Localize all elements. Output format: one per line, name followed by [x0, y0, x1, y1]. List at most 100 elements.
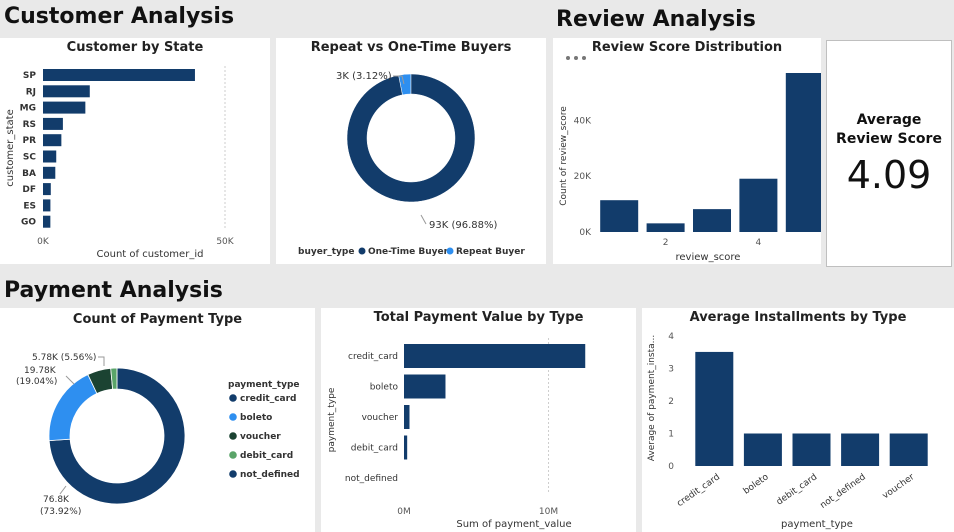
x-tick-2: 2 [663, 238, 669, 248]
bar-credit-card [695, 351, 734, 466]
x-axis-label: Count of customer_id [97, 249, 204, 260]
bar-rs [43, 117, 63, 130]
tick-label-not-defined: not_defined [345, 474, 398, 484]
legend-dot-credit-card [229, 394, 237, 402]
leader-voucher [98, 356, 105, 366]
tick-label-not-defined: not_defined [819, 472, 868, 511]
y-tick-2: 2 [668, 397, 674, 407]
y-tick-0: 0 [668, 462, 674, 472]
slice-label-credit-value: 76.8K [43, 495, 70, 505]
bar-score-4 [739, 178, 778, 232]
tick-label-voucher: voucher [362, 413, 399, 423]
x-axis-label: review_score [676, 252, 741, 263]
legend-boleto: boleto [240, 413, 272, 423]
repeat-buyers-panel[interactable]: Repeat vs One-Time Buyers 3K (3.12%) 93K … [276, 38, 546, 264]
legend-dot-boleto [229, 413, 237, 421]
tick-label-sp: SP [23, 71, 36, 81]
legend-not-defined: not_defined [240, 470, 300, 480]
bar-not-defined [841, 433, 880, 466]
y-axis-label: Average of payment_insta... [647, 335, 657, 461]
x-tick-1: 50K [216, 237, 234, 247]
slice-label-credit-percent: (73.92%) [40, 507, 81, 517]
slice-label-onetime: 93K (96.88%) [429, 220, 497, 231]
bar-sc [43, 150, 57, 163]
legend-title: buyer_type [298, 247, 354, 257]
legend-debit-card: debit_card [240, 451, 293, 461]
slice-debit-card [110, 367, 118, 390]
review-distribution-panel[interactable]: Review Score Distribution 0K 20K 40K 2 4 revi… [553, 38, 824, 264]
payment-value-title: Total Payment Value by Type [373, 310, 584, 325]
payment-count-panel[interactable]: Count of Payment Type 5.78K (5.56%) 19.78… [0, 308, 315, 532]
bar-score-1 [600, 200, 639, 232]
tick-label-mg: MG [20, 104, 36, 114]
slice-label-repeat: 3K (3.12%) [336, 71, 392, 82]
tick-label-debit-card: debit_card [351, 444, 398, 454]
tick-label-rs: RS [23, 120, 36, 130]
bar-pr [43, 134, 62, 147]
x-tick-0: 0K [37, 237, 50, 247]
repeat-buyers-title: Repeat vs One-Time Buyers [310, 40, 512, 55]
legend-dot-not-defined [229, 470, 237, 478]
x-tick-10M: 10M [539, 507, 558, 517]
legend-dot-onetime [358, 247, 366, 255]
average-review-value: 4.09 [846, 153, 932, 197]
y-tick-4: 4 [668, 332, 674, 342]
bar-sp [43, 69, 195, 81]
bar-credit-card [404, 344, 586, 368]
leader-boleto [65, 375, 75, 385]
leader-credit [59, 485, 67, 495]
bar-df [43, 183, 51, 196]
installments-title: Average Installments by Type [689, 310, 907, 325]
legend-dot-debit-card [229, 451, 237, 459]
tick-label-ba: BA [22, 169, 36, 179]
tick-label-credit-card: credit_card [675, 472, 722, 509]
customer-analysis-title: Customer Analysis [4, 4, 235, 29]
ellipsis-icon [574, 56, 578, 60]
y-tick-3: 3 [668, 365, 674, 375]
bar-rj [43, 85, 90, 98]
tick-label-credit-card: credit_card [348, 352, 398, 362]
slice-one-time-buyer [346, 73, 476, 203]
bar-debit-card [792, 433, 831, 466]
tick-label-go: GO [21, 218, 36, 228]
installments-panel[interactable]: Average Installments by Type 0 1 2 3 4 credit… [642, 308, 954, 532]
legend-onetime: One-Time Buyer [368, 247, 449, 257]
bar-voucher [404, 405, 410, 429]
customer-by-state-panel[interactable]: Customer by State SP RJ MG RS PR SC BA DF ES GO 0K… [0, 38, 270, 264]
bar-boleto [743, 433, 782, 466]
average-review-label: Average Review Score [827, 111, 951, 149]
legend-repeat: Repeat Buyer [456, 247, 525, 257]
slice-label-boleto-percent: (19.04%) [16, 377, 57, 387]
installments-chart: 0 1 2 3 4 credit_card boleto debit_card not_defi… [647, 332, 928, 530]
average-review-label-line1: Average [856, 112, 922, 128]
average-review-card[interactable]: Average Review Score 4.09 [826, 40, 952, 267]
y-axis-label: Count of review_score [559, 106, 569, 206]
tick-label-pr: PR [22, 136, 36, 146]
legend-dot-repeat [446, 247, 454, 255]
slice-label-voucher: 5.78K (5.56%) [32, 353, 96, 363]
x-tick-0M: 0M [397, 507, 411, 517]
bar-score-3 [693, 209, 731, 232]
review-distribution-chart: 0K 20K 40K 2 4 review_score Count of review_sc… [559, 56, 824, 263]
y-tick-0: 0K [579, 228, 592, 238]
bar-boleto [404, 374, 446, 399]
y-axis-label: customer_state [5, 109, 16, 186]
repeat-buyers-chart: 3K (3.12%) 93K (96.88%) buyer_type One-Time… [298, 71, 525, 257]
bar-debit-card [404, 435, 408, 460]
bar-go [43, 215, 51, 228]
tick-label-sc: SC [23, 153, 36, 163]
bar-score-5 [785, 73, 824, 232]
bar-es [43, 199, 51, 212]
leader-line-onetime [420, 214, 427, 225]
ellipsis-icon [582, 56, 586, 60]
legend-dot-voucher [229, 432, 237, 440]
x-axis-label: Sum of payment_value [456, 519, 571, 530]
tick-label-voucher: voucher [881, 472, 917, 501]
x-tick-4: 4 [756, 238, 762, 248]
bar-ba [43, 166, 56, 179]
y-axis-label: payment_type [327, 387, 337, 452]
review-analysis-title: Review Analysis [556, 7, 756, 32]
leader-line-repeat [393, 75, 405, 85]
payment-value-panel[interactable]: Total Payment Value by Type credit_card b… [321, 308, 636, 532]
